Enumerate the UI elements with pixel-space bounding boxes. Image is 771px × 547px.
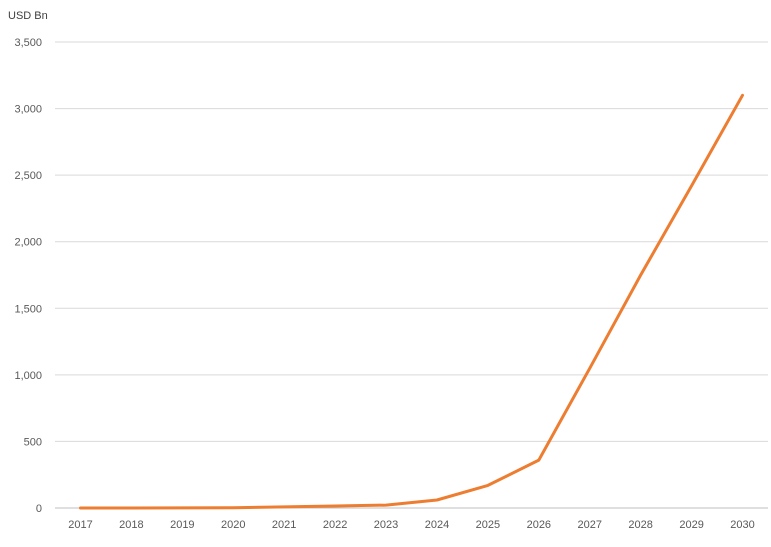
x-tick-labels: 2017 2018 2019 2020 2021 2022 2023 2024 2025 2026… bbox=[68, 519, 755, 531]
y-tick-label: 0 bbox=[36, 503, 42, 515]
x-tick-label: 2024 bbox=[425, 519, 449, 531]
x-tick-label: 2022 bbox=[323, 519, 347, 531]
y-tick-label: 1,500 bbox=[14, 303, 42, 315]
x-tick-label: 2030 bbox=[730, 519, 754, 531]
x-tick-label: 2028 bbox=[628, 519, 652, 531]
x-tick-label: 2021 bbox=[272, 519, 296, 531]
y-unit-label: USD Bn bbox=[8, 10, 48, 22]
y-tick-label: 1,000 bbox=[14, 370, 42, 382]
x-tick-label: 2023 bbox=[374, 519, 398, 531]
x-tick-label: 2020 bbox=[221, 519, 245, 531]
series-layer bbox=[79, 93, 744, 510]
x-tick-label: 2018 bbox=[119, 519, 143, 531]
y-tick-label: 3,500 bbox=[14, 37, 42, 49]
y-tick-label: 2,000 bbox=[14, 237, 42, 249]
x-tick-label: 2026 bbox=[527, 519, 551, 531]
gridlines bbox=[55, 41, 768, 509]
y-tick-label: 500 bbox=[24, 436, 42, 448]
x-tick-label: 2025 bbox=[476, 519, 500, 531]
x-tick-label: 2017 bbox=[68, 519, 92, 531]
x-tick-label: 2019 bbox=[170, 519, 194, 531]
y-tick-label: 2,500 bbox=[14, 170, 42, 182]
series-line bbox=[79, 93, 744, 510]
y-tick-labels: 0 500 1,000 1,500 2,000 2,500 3,000 3,500 bbox=[14, 37, 42, 515]
y-tick-label: 3,000 bbox=[14, 104, 42, 116]
x-tick-label: 2029 bbox=[679, 519, 703, 531]
x-tick-label: 2027 bbox=[578, 519, 602, 531]
